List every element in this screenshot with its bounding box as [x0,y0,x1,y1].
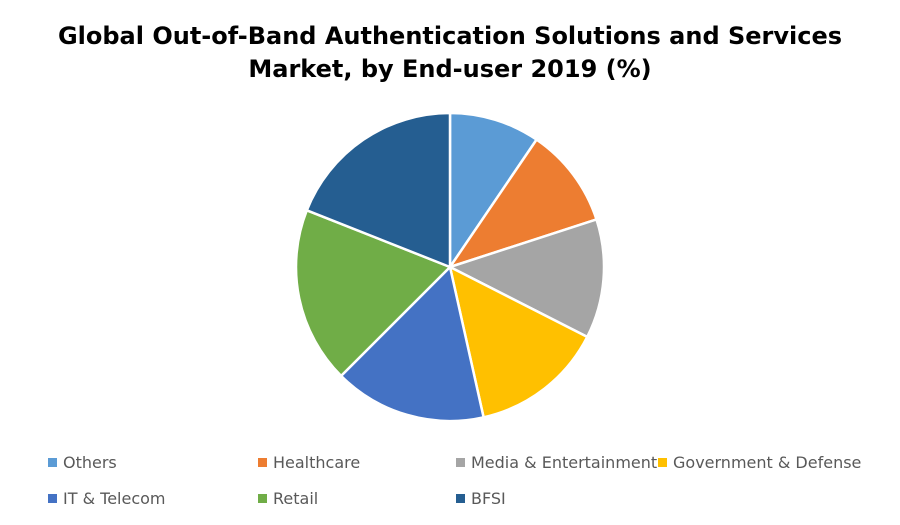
legend-item-3: Government & Defense [658,452,861,472]
pie-slice-1 [448,138,598,269]
pie-slice-3 [448,265,589,419]
legend-swatch [456,493,465,503]
chart-title-line-1: Global Out-of-Band Authentication Soluti… [57,22,843,50]
legend-item-0: Others [48,452,117,472]
legend-swatch [258,457,267,467]
legend-label: Government & Defense [673,452,862,472]
legend-swatch [258,493,267,503]
legend-label: IT & Telecom [63,488,166,508]
legend-swatch [48,457,57,467]
legend-label: Retail [273,488,319,508]
legend-swatch [658,457,667,467]
chart-title: Global Out-of-Band Authentication Soluti… [0,20,900,86]
pie-slice-2 [448,218,606,339]
legend-item-1: Healthcare [258,452,360,472]
chart-title-line-2: Market, by End-user 2019 (%) [248,55,652,83]
legend-label: Others [63,452,117,472]
pie-slice-0 [448,111,538,269]
legend-label: Healthcare [273,452,361,472]
legend-item-4: IT & Telecom [48,488,166,508]
legend-swatch [48,493,57,503]
legend-item-6: BFSI [456,488,506,508]
legend-item-5: Retail [258,488,318,508]
pie-slice-4 [339,265,485,423]
legend-swatch [456,457,465,467]
legend-label: BFSI [471,488,506,508]
pie-slice-6 [305,111,452,269]
legend-label: Media & Entertainment [471,452,658,472]
pie-slice-5 [294,209,452,378]
legend-item-2: Media & Entertainment [456,452,657,472]
